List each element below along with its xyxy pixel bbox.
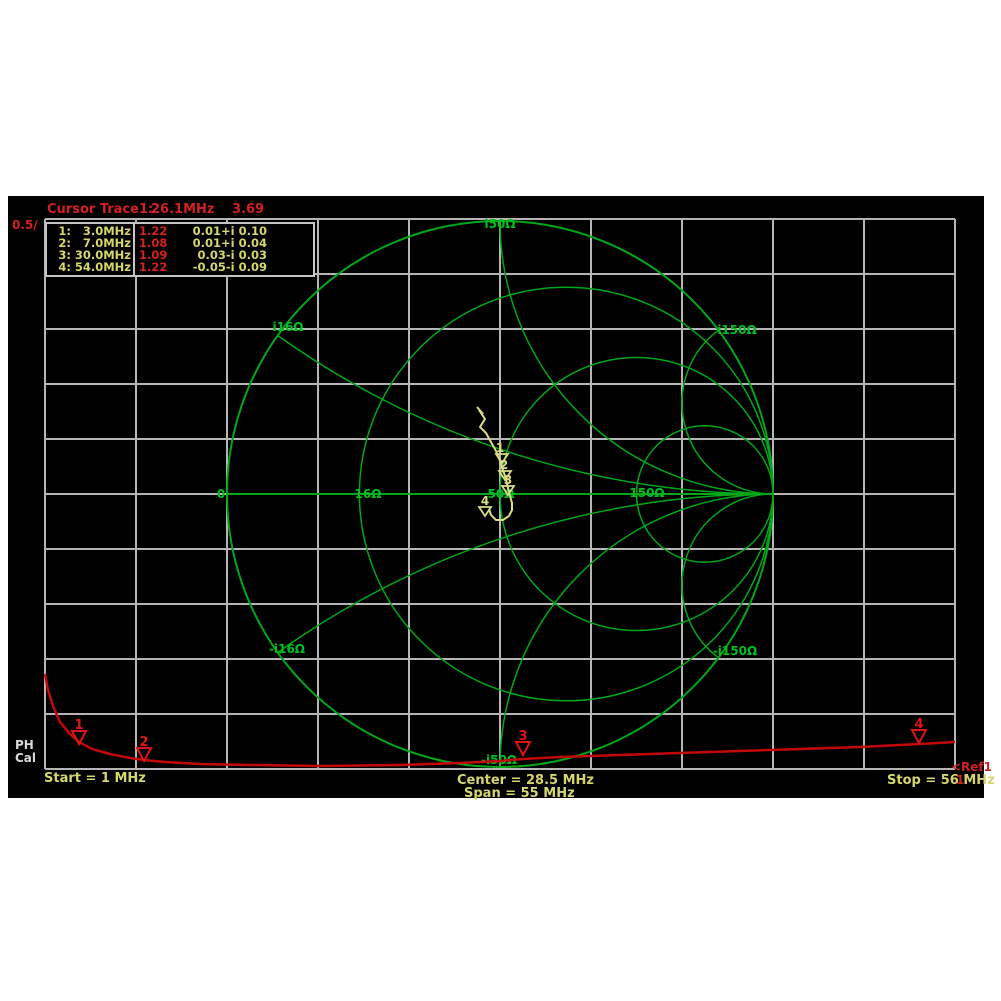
marker-complex: 0.01+i 0.10 [192,224,267,238]
impedance-marker-2[interactable]: 2 [497,458,513,482]
span-frequency-label[interactable]: Span = 55 MHz [464,786,575,801]
marker-frequency: 7.0MHz [82,236,131,250]
smith-label-0: 0 [217,487,225,501]
smith-chart-labels: 0 16Ω 50Ω 150Ω i50Ω i16Ω i150Ω -i16Ω -i1… [217,217,757,767]
smith-label-150: 150Ω [629,486,664,500]
impedance-trace [476,406,513,521]
impedance-marker-3-label: 3 [504,473,512,487]
marker-complex: 0.03-i 0.03 [197,248,267,262]
marker-row-1[interactable]: 1: 3.0MHz 1.22 0.01+i 0.10 [47,225,313,238]
smith-x150-arc [681,329,774,495]
swr-marker-2[interactable]: 2 [135,735,153,764]
marker-complex: -0.05-i 0.09 [192,260,267,274]
swr-marker-3[interactable]: 3 [514,729,532,758]
smith-xn16-arc [277,493,774,654]
marker-table-separator [133,224,135,275]
smith-label-ni16: -i16Ω [269,642,305,656]
swr-markers: 1 2 3 4 [70,717,928,764]
start-frequency-label[interactable]: Start = 1 MHz [44,771,146,786]
impedance-marker-1[interactable]: 1 [494,441,510,465]
status-ph: PH [15,738,34,752]
smith-x50-arc [499,220,774,495]
swr-marker-4-label: 4 [914,717,923,732]
swr-marker-2-label: 2 [139,735,148,750]
swr-marker-4[interactable]: 4 [910,717,928,746]
impedance-marker-4-label: 4 [481,494,489,508]
marker-index: 2: [58,236,71,250]
marker-swr: 1.22 [139,260,168,274]
impedance-trace-path [476,406,513,521]
smith-label-i50: i50Ω [484,217,515,231]
scale-per-division[interactable]: 0.5/ [12,218,38,232]
impedance-marker-3[interactable]: 3 [500,473,516,497]
marker-complex: 0.01+i 0.04 [192,236,267,250]
marker-row-4[interactable]: 4: 54.0MHz 1.22 -0.05-i 0.09 [47,261,313,274]
marker-index: 4: [58,260,71,274]
stop-frequency-label[interactable]: Stop = 56 MHz [887,773,995,788]
cursor-frequency[interactable]: 26.1MHz [151,202,215,217]
smith-label-i150: i150Ω [717,323,756,337]
smith-xn50-arc [499,493,774,768]
smith-x16-arc [277,334,774,495]
smith-label-i16: i16Ω [272,320,303,334]
cursor-trace-label: Cursor Trace1: [47,202,154,217]
cursor-value: 3.69 [232,202,265,217]
status-cal: Cal [15,751,37,765]
marker-row-3[interactable]: 3: 30.0MHz 1.09 0.03-i 0.03 [47,249,313,262]
marker-swr: 1.22 [139,224,168,238]
impedance-marker-4[interactable]: 4 [477,494,493,518]
ref-marker-label: <Ref1 [951,760,993,774]
swr-marker-1[interactable]: 1 [70,718,88,747]
vna-screen-panel [8,196,984,798]
marker-index: 1: [58,224,71,238]
ref-marker-value: 1 [956,773,965,787]
impedance-markers: 1 2 3 4 [477,441,516,518]
marker-frequency: 3.0MHz [82,224,131,238]
smith-label-ni150: -i150Ω [713,644,757,658]
marker-swr: 1.09 [139,248,168,262]
smith-r150-circle [635,425,774,563]
marker-index: 3: [58,248,71,262]
marker-frequency: 54.0MHz [74,260,131,274]
marker-table[interactable]: 1: 3.0MHz 1.22 0.01+i 0.10 2: 7.0MHz 1.0… [45,222,315,277]
smith-xn150-arc [681,493,774,659]
smith-label-16: 16Ω [355,487,382,501]
impedance-marker-2-label: 2 [500,458,508,472]
swr-marker-3-label: 3 [518,729,527,744]
marker-row-2[interactable]: 2: 7.0MHz 1.08 0.01+i 0.04 [47,237,313,250]
marker-frequency: 30.0MHz [74,248,131,262]
impedance-marker-1-label: 1 [496,441,504,455]
marker-swr: 1.08 [139,236,168,250]
center-frequency-label[interactable]: Center = 28.5 MHz [457,773,594,788]
smith-chart-grid [226,220,774,768]
swr-marker-1-label: 1 [74,718,83,733]
swr-trace [43,673,956,768]
